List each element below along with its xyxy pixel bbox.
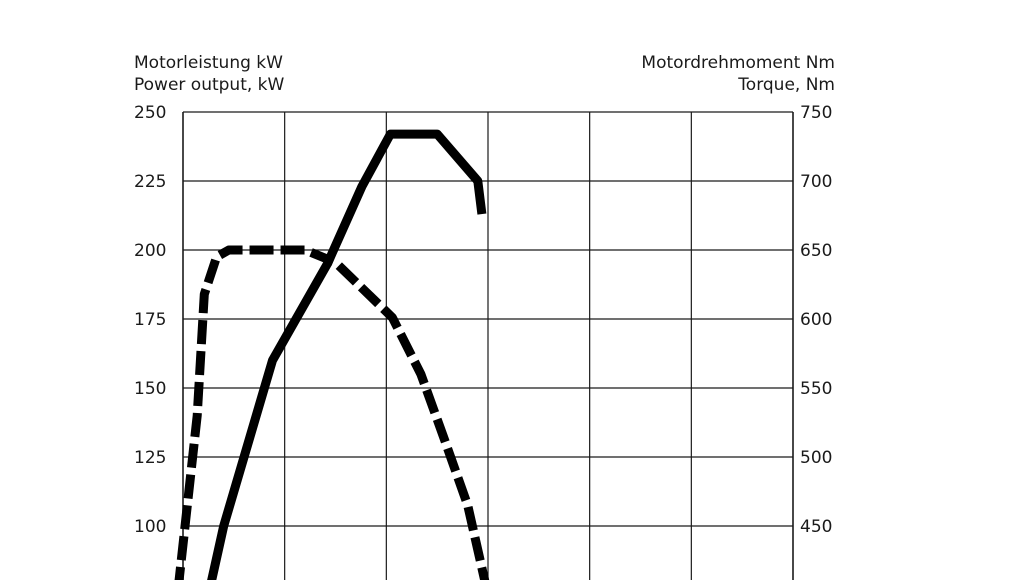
right-tick-label: 550 [800, 379, 832, 399]
left-tick-label: 200 [134, 241, 166, 261]
right-axis-title-line-1: Motordrehmoment Nm [641, 53, 835, 73]
right-axis-title: Motordrehmoment Nm Torque, Nm [641, 52, 835, 96]
right-tick-label: 750 [800, 103, 832, 123]
left-tick-label: 100 [134, 517, 166, 537]
chart-grid [182, 111, 794, 580]
left-tick-label: 175 [134, 310, 166, 330]
left-axis-ticks: 250 225 200 175 150 125 100 [134, 103, 166, 537]
torque-line [174, 245, 490, 580]
right-tick-label: 650 [800, 241, 832, 261]
right-tick-label: 600 [800, 310, 832, 330]
left-tick-label: 225 [134, 172, 166, 192]
right-axis-ticks: 750 700 650 600 550 500 450 [800, 103, 832, 537]
chart-series [174, 129, 490, 580]
left-tick-label: 250 [134, 103, 166, 123]
left-axis-title-line-1: Motorleistung kW [134, 53, 283, 73]
right-tick-label: 700 [800, 172, 832, 192]
left-axis-title-line-2: Power output, kW [134, 75, 285, 95]
right-tick-label: 450 [800, 517, 832, 537]
left-tick-label: 125 [134, 448, 166, 468]
right-axis-title-line-2: Torque, Nm [738, 75, 835, 95]
right-tick-label: 500 [800, 448, 832, 468]
power-line [207, 129, 487, 580]
left-tick-label: 150 [134, 379, 166, 399]
left-axis-title: Motorleistung kW Power output, kW [134, 52, 284, 96]
